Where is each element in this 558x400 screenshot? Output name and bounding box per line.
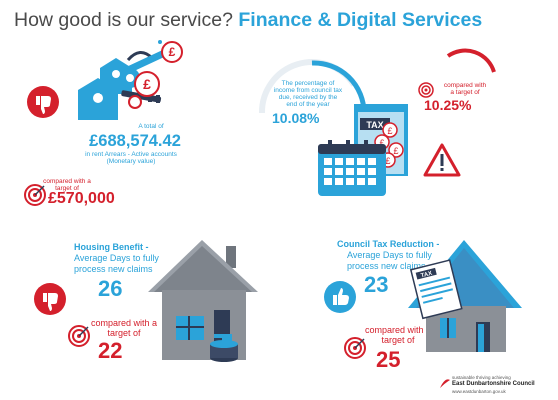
council-tax-target-label-2: a target of xyxy=(450,89,480,96)
ctr-target-label-2: target of xyxy=(381,335,415,345)
council-tax-target-label-1: compared with xyxy=(443,82,487,89)
title-bold: Finance & Digital Services xyxy=(238,9,483,31)
arrears-desc-2: (Monetary value) xyxy=(106,158,156,165)
svg-text:£: £ xyxy=(387,126,392,136)
hb-target-label-2: target of xyxy=(107,328,141,338)
calendar-icon xyxy=(318,140,386,196)
target-icon xyxy=(418,82,434,98)
svg-text:TAX: TAX xyxy=(366,120,383,130)
arrears-target-label-1: compared with a xyxy=(43,178,91,185)
ctr-desc-2: process new claims xyxy=(347,261,426,271)
hb-value: 26 xyxy=(98,276,123,301)
pound-coin-icon xyxy=(210,340,238,362)
svg-text:£: £ xyxy=(169,45,176,59)
council-logo: sustainable thriving achieving East Dunb… xyxy=(439,375,555,397)
footer-tagline: sustainable thriving achieving xyxy=(452,375,511,380)
thumbs-up-icon xyxy=(324,281,356,313)
thumbs-down-icon xyxy=(27,86,59,118)
svg-text:£: £ xyxy=(393,146,398,156)
hb-title: Housing Benefit - xyxy=(74,242,149,252)
arrears-target: £570,000 xyxy=(48,190,115,207)
svg-text:£: £ xyxy=(379,138,384,148)
svg-text:TAX: TAX xyxy=(420,271,433,280)
council-tax-desc-2: income from council tax xyxy=(273,87,343,94)
footer-org: East Dunbartonshire Council xyxy=(452,381,535,387)
council-tax-target: 10.25% xyxy=(424,97,472,113)
house-icon xyxy=(148,240,258,360)
hb-target: 22 xyxy=(98,338,123,363)
arrears-amount: £688,574.42 xyxy=(89,132,181,150)
svg-text:£: £ xyxy=(143,76,151,92)
arrears-desc-1: in rent Arrears - Active accounts xyxy=(85,151,177,158)
council-tax-gauge xyxy=(258,59,367,114)
target-icon xyxy=(344,337,366,359)
page-title: How good is our service? Finance & Digit… xyxy=(14,9,482,32)
ctr-desc-1: Average Days to fully xyxy=(347,250,432,260)
hb-target-label-1: compared with a xyxy=(90,318,158,328)
ctr-value: 23 xyxy=(364,272,389,297)
warning-icon xyxy=(423,143,461,177)
thumbs-down-icon xyxy=(34,283,66,315)
council-tax-desc-4: end of the year xyxy=(286,101,330,108)
footer-url: www.eastdunbarton.gov.uk xyxy=(452,389,506,394)
pound-coin-icon: £ £ xyxy=(128,41,183,109)
target-gauge xyxy=(446,48,496,73)
target-icon xyxy=(68,325,90,347)
svg-text:£: £ xyxy=(385,156,390,166)
hb-desc-2: process new claims xyxy=(74,264,153,274)
ctr-target-label-1: compared with a xyxy=(364,325,432,335)
council-tax-desc-1: The percentage of xyxy=(281,80,335,87)
council-tax-value: 10.08% xyxy=(272,110,320,126)
arrears-target-label-2: target of xyxy=(55,185,79,192)
tax-document-icon: TAX xyxy=(409,259,463,320)
target-icon xyxy=(24,184,46,206)
ctr-target: 25 xyxy=(376,347,401,372)
council-tax-desc-3: due, received by the xyxy=(278,94,338,101)
ctr-title: Council Tax Reduction - xyxy=(337,239,440,249)
council-logo-mark-icon xyxy=(440,379,450,388)
hb-desc-1: Average Days to fully xyxy=(74,253,159,263)
title-plain: How good is our service? xyxy=(14,9,233,31)
arrears-intro: A total of xyxy=(138,123,164,130)
